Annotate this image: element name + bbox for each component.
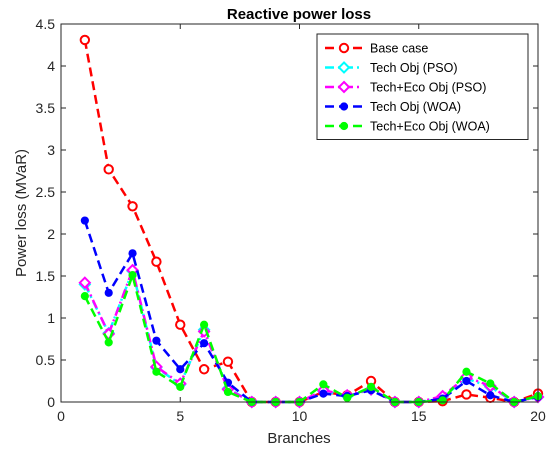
data-point-tech-eco-obj-woa: [223, 387, 233, 397]
data-point-base-case: [151, 256, 162, 267]
data-point-base-case: [198, 364, 210, 375]
y-tick-label: 0.5: [36, 352, 56, 368]
legend-swatch-marker: [337, 80, 351, 94]
series-layer: [78, 34, 545, 409]
legend-item: Tech Obj (PSO): [325, 61, 458, 75]
data-point-base-case: [175, 319, 186, 330]
data-point-tech-eco-obj-woa: [176, 382, 185, 391]
data-point-tech-eco-obj-woa: [200, 320, 209, 329]
y-tick-label: 3.5: [36, 100, 56, 116]
data-point-tech-eco-obj-woa: [128, 271, 137, 280]
y-tick-label: 2: [47, 226, 55, 242]
data-point-base-case: [79, 34, 91, 46]
x-tick-label: 10: [292, 408, 308, 424]
y-tick-label: 2.5: [36, 184, 56, 200]
data-point-tech-obj-woa: [128, 249, 137, 258]
data-point-tech-eco-obj-woa: [319, 380, 328, 389]
series-line-tech-eco-obj-woa: [83, 273, 539, 404]
legend-item: Tech+Eco Obj (WOA): [325, 120, 490, 134]
series-line-tech-eco-obj-pso: [83, 268, 539, 404]
data-point-tech-eco-obj-woa: [438, 396, 447, 405]
legend-label: Tech Obj (WOA): [370, 100, 461, 114]
legend-swatch-marker: [339, 102, 349, 111]
legend-item: Tech+Eco Obj (PSO): [325, 81, 486, 95]
y-tick-label: 3: [47, 142, 55, 158]
legend: Base case Tech Obj (PSO) Tech+Eco Obj (PSO…: [316, 33, 529, 140]
series-line-tech-obj-woa: [83, 220, 539, 404]
data-point-tech-obj-woa: [486, 391, 495, 400]
data-point-base-case: [461, 389, 472, 400]
legend-label: Tech+Eco Obj (WOA): [370, 120, 490, 134]
data-point-tech-obj-woa: [176, 365, 185, 374]
x-axis-title: Branches: [267, 430, 330, 447]
data-point-tech-eco-obj-woa: [366, 382, 376, 391]
legend-label: Tech+Eco Obj (PSO): [370, 81, 486, 95]
x-tick-label: 5: [176, 408, 184, 424]
legend-box: [316, 33, 529, 140]
legend-label: Base case: [370, 42, 428, 56]
legend-item: Base case: [325, 42, 428, 56]
legend-swatch-marker: [339, 121, 349, 131]
tick-layer: 0 5 10 15 20 0 0.5 1 1.5 2 2.5 3 3.5 4 4.5: [36, 16, 546, 424]
data-point-tech-obj-woa: [104, 288, 113, 297]
data-point-tech-obj-woa: [319, 389, 328, 398]
data-point-tech-eco-obj-woa: [462, 367, 471, 376]
data-point-tech-eco-obj-woa: [152, 367, 161, 376]
data-point-base-case: [222, 356, 234, 367]
legend-swatch-marker: [338, 42, 350, 54]
x-tick-label: 20: [530, 408, 546, 424]
chart-title: Reactive power loss: [227, 6, 371, 23]
data-point-tech-obj-woa: [462, 376, 471, 386]
y-tick-label: 1: [47, 310, 55, 326]
y-tick-label: 4.5: [36, 16, 56, 32]
x-tick-label: 15: [411, 408, 427, 424]
data-point-base-case: [103, 164, 114, 175]
data-point-tech-eco-obj-woa: [104, 338, 113, 347]
y-tick-label: 4: [47, 58, 55, 74]
y-tick-label: 0: [47, 394, 55, 410]
y-tick-label: 1.5: [36, 268, 56, 284]
y-axis-title: Power loss (MVaR): [13, 149, 30, 277]
legend-swatch-marker: [337, 61, 351, 74]
data-point-base-case: [127, 201, 138, 212]
x-tick-label: 0: [57, 408, 65, 424]
data-point-tech-obj-woa: [152, 336, 161, 345]
axes-box: [60, 23, 539, 403]
data-point-tech-eco-obj-woa: [486, 379, 495, 388]
data-point-tech-eco-obj-woa: [343, 393, 352, 402]
legend-label: Tech Obj (PSO): [370, 61, 458, 75]
data-point-tech-eco-obj-pso: [78, 276, 92, 290]
legend-item: Tech Obj (WOA): [325, 100, 461, 114]
data-point-tech-obj-woa: [200, 339, 209, 348]
data-point-tech-obj-woa: [80, 216, 89, 225]
data-point-tech-eco-obj-woa: [80, 292, 89, 301]
